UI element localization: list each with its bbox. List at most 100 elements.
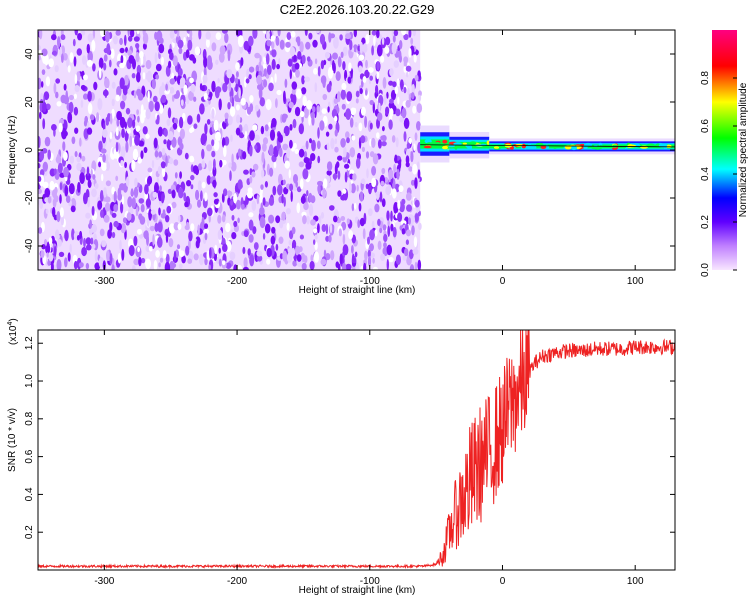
spectrogram-noise-blob: [115, 141, 119, 153]
spectrogram-noise-blob: [189, 30, 193, 39]
spectrogram-noise-blob: [252, 30, 258, 39]
spectrogram-noise-blob: [103, 62, 107, 71]
spectrogram-noise-blob: [86, 166, 90, 177]
spectrogram-noise-blob: [306, 100, 312, 110]
spectrogram-noise-blob: [251, 200, 257, 211]
spectrogram-noise-blob: [326, 142, 330, 151]
spectrogram-noise-blob: [237, 148, 242, 157]
spectrogram-noise-blob: [67, 252, 71, 262]
spectrogram-noise-blob: [133, 258, 140, 266]
spectrogram-noise-blob: [414, 177, 418, 190]
spectrogram-noise-blob: [405, 239, 409, 245]
spectrogram-noise-blob: [117, 192, 123, 201]
spectrogram-noise-blob: [256, 250, 263, 257]
colorbar-tick-label: 0.4: [700, 167, 711, 181]
spectrogram-noise-blob: [160, 161, 166, 169]
spectrogram-noise-blob: [349, 182, 352, 194]
spectrogram-noise-blob: [260, 169, 265, 178]
spectrogram-noise-blob: [389, 68, 394, 77]
spectrogram-noise-blob: [225, 222, 231, 233]
spectrogram-noise-blob: [83, 93, 88, 100]
spectrogram-noise-blob: [113, 35, 118, 45]
spectrogram-noise-blob: [185, 79, 190, 86]
spectrogram-noise-blob: [160, 193, 165, 204]
spectrogram-noise-blob: [301, 75, 305, 85]
spectrogram-noise-blob: [229, 170, 232, 181]
spectrogram-noise-blob: [57, 36, 61, 48]
spectrogram-noise-blob: [101, 240, 107, 248]
spectrogram-noise-blob: [277, 30, 281, 37]
spectrogram-noise-blob: [68, 101, 74, 114]
spectrogram-noise-blob: [132, 119, 136, 129]
spectrogram-noise-blob: [162, 209, 166, 217]
colorbar-gradient: [712, 30, 737, 270]
spectrogram-noise-blob: [91, 224, 97, 233]
spectrogram-noise-blob: [351, 203, 355, 212]
spectrogram-noise-blob: [143, 230, 149, 240]
spectrogram-noise-blob: [183, 192, 187, 202]
spectrogram-noise-blob: [362, 43, 368, 53]
spectrogram-noise-blob: [249, 95, 254, 103]
spectrogram-noise-blob: [184, 224, 190, 231]
snr-y-multiplier-suffix: ): [8, 318, 19, 321]
spectrogram-noise-blob: [374, 203, 380, 213]
spectrogram-noise-blob: [161, 94, 167, 104]
spectrogram-noise-blob: [362, 228, 366, 240]
spectrogram-noise-blob: [41, 69, 46, 75]
spectrogram-noise-blob: [243, 40, 250, 51]
spectrogram-noise-blob: [136, 109, 140, 115]
spectrogram-noise-blob: [121, 128, 125, 139]
spectrogram-noise-blob: [97, 98, 103, 111]
spectrogram-noise-blob: [186, 180, 192, 187]
spectrogram-noise-blob: [103, 214, 110, 223]
spectrogram-noise-blob: [39, 111, 42, 120]
spectrogram-noise-blob: [308, 114, 311, 126]
spectrogram-noise-blob: [286, 222, 290, 231]
spectrogram-noise-blob: [266, 247, 272, 258]
spectrogram-noise-blob: [131, 159, 136, 172]
spectrogram-noise-blob: [73, 106, 79, 116]
spectrogram-noise-blob: [403, 66, 407, 73]
spectrogram-noise-blob: [71, 228, 75, 241]
spectrogram-noise-blob: [369, 243, 374, 252]
spectrogram-noise-blob: [397, 96, 400, 105]
spectrogram-noise-blob: [382, 77, 387, 89]
spectrogram-noise-blob: [248, 66, 255, 73]
spectrogram-noise-blob: [355, 98, 359, 104]
spectrogram-noise-blob: [219, 159, 223, 168]
spectrogram-noise-blob: [246, 106, 252, 115]
spectrogram-noise-blob: [206, 89, 210, 96]
spectrogram-noise-blob: [45, 243, 51, 254]
spectrogram-noise-blob: [391, 188, 397, 199]
spectrogram-noise-blob: [55, 91, 59, 99]
spectrogram-noise-blob: [99, 228, 105, 237]
spectrogram-signal-speckle: [435, 141, 441, 146]
spectrogram-noise-blob: [403, 117, 410, 129]
spectrogram-noise-blob: [204, 232, 208, 241]
spectrogram-noise-blob: [235, 199, 241, 210]
spectrogram-noise-blob: [266, 30, 270, 41]
spectrogram-noise-blob: [133, 36, 140, 42]
spectrogram-noise-blob: [231, 232, 237, 240]
spectrogram-noise-blob: [362, 76, 367, 83]
snr-y-tick-label: 0.8: [24, 411, 35, 425]
spectrogram-noise-blob: [340, 89, 346, 100]
spectrogram-noise-blob: [137, 115, 140, 123]
spectrogram-noise-blob: [52, 189, 57, 199]
spectrogram-noise-blob: [154, 150, 159, 158]
spectrogram-signal-speckle: [424, 139, 432, 144]
spectrogram-noise-blob: [277, 184, 283, 196]
spectrogram-noise-blob: [178, 68, 183, 77]
spectrogram-noise-blob: [299, 41, 304, 53]
spectrogram-noise-blob: [228, 81, 232, 93]
spectrogram-noise-blob: [120, 201, 124, 214]
spectrogram-noise-blob: [157, 221, 163, 233]
spectrogram-noise-blob: [116, 110, 122, 121]
spectrogram-noise-blob: [214, 87, 220, 99]
spectrogram-noise-blob: [355, 157, 361, 169]
spectrogram-noise-blob: [347, 76, 352, 84]
spectrogram-noise-blob: [133, 90, 137, 99]
spectrogram-noise-blob: [116, 86, 122, 97]
spectrogram-noise-blob: [171, 201, 177, 209]
snr-y-tick-label: 0.6: [24, 449, 35, 463]
